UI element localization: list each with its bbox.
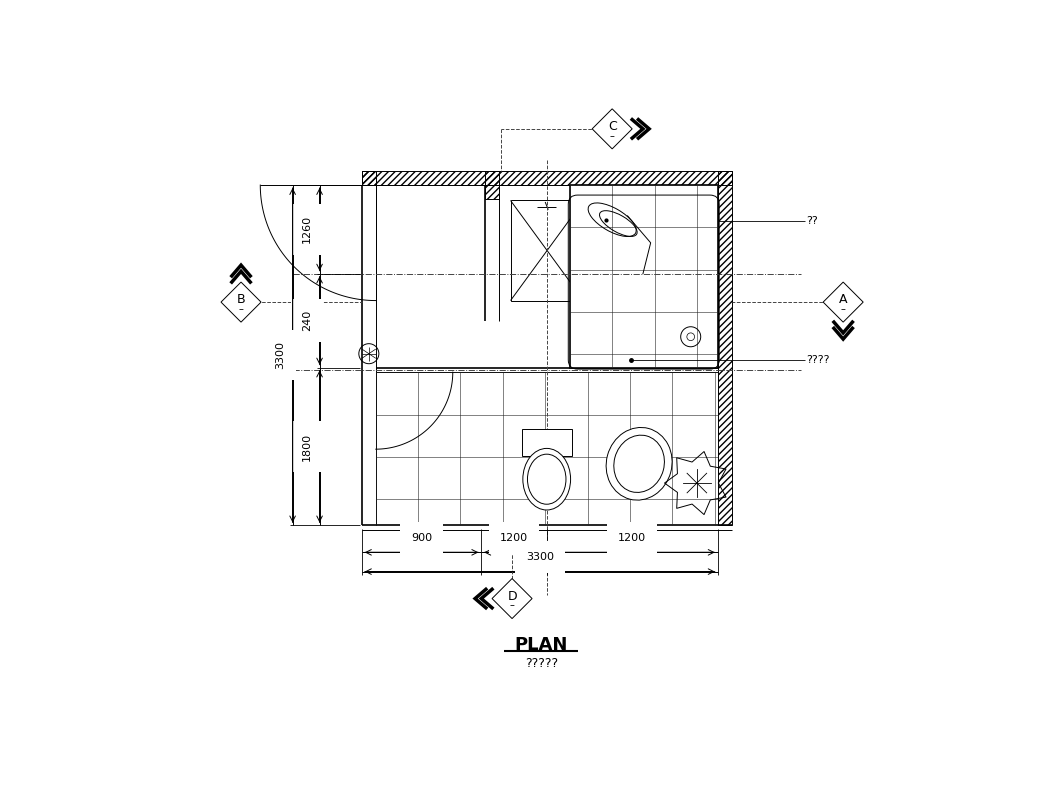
Bar — [361, 171, 731, 185]
Ellipse shape — [606, 428, 672, 500]
Text: 240: 240 — [302, 310, 312, 331]
Ellipse shape — [523, 448, 571, 510]
Text: 3300: 3300 — [275, 341, 285, 369]
Text: 900: 900 — [411, 533, 432, 543]
Bar — [718, 171, 731, 525]
Text: –: – — [239, 304, 243, 314]
Text: ??: ?? — [806, 216, 818, 226]
Bar — [361, 171, 376, 185]
Text: –: – — [509, 601, 515, 611]
Text: 1260: 1260 — [302, 215, 312, 243]
Text: 3300: 3300 — [525, 553, 554, 562]
Text: D: D — [507, 590, 517, 603]
Bar — [570, 185, 718, 367]
Text: B: B — [237, 294, 245, 306]
Text: PLAN: PLAN — [515, 636, 568, 654]
Polygon shape — [592, 109, 632, 149]
Text: –: – — [840, 304, 846, 314]
Text: C: C — [608, 120, 616, 133]
Polygon shape — [493, 579, 532, 619]
Text: ?????: ????? — [524, 657, 558, 670]
Bar — [511, 200, 583, 301]
Text: 1800: 1800 — [302, 433, 312, 461]
Text: A: A — [839, 294, 848, 306]
Bar — [485, 171, 499, 199]
Text: 1200: 1200 — [618, 533, 646, 543]
Text: 1200: 1200 — [500, 533, 528, 543]
Bar — [522, 429, 572, 456]
Polygon shape — [823, 282, 864, 322]
Text: ????: ???? — [806, 355, 830, 365]
Polygon shape — [221, 282, 261, 322]
Text: –: – — [610, 131, 614, 141]
